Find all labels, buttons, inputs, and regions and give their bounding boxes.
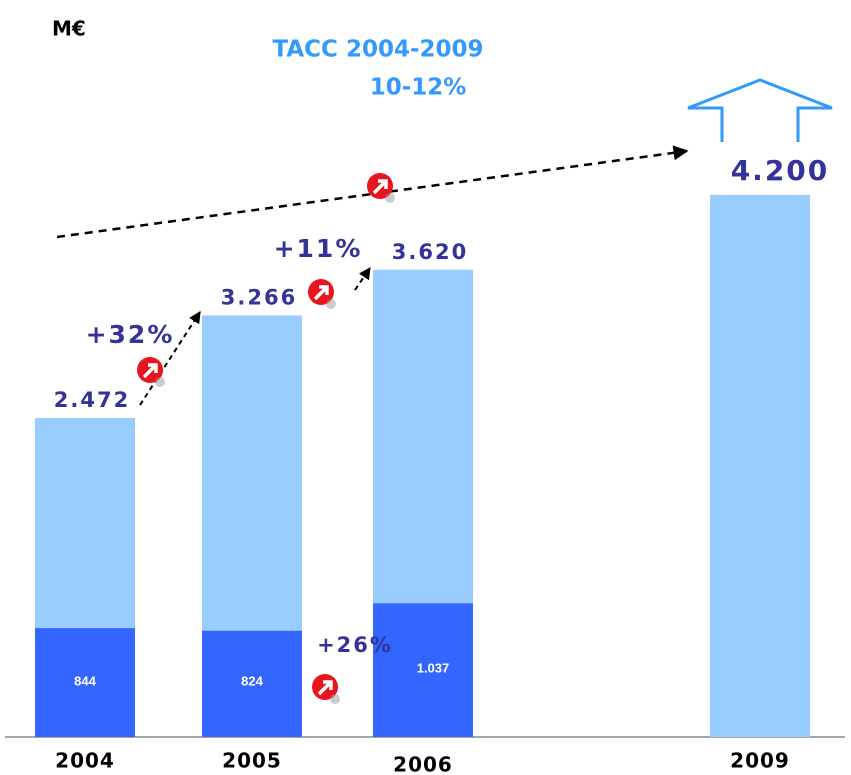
growth-label: +26% [317,633,393,657]
growth-arrow [139,310,201,406]
up-arrow [687,78,833,142]
unit-label: M€ [52,17,86,41]
total-label: 4.200 [731,154,830,187]
total-label: 3.266 [221,285,297,309]
bar-segment [710,194,810,737]
x-tick-label: 2006 [393,753,453,775]
bar-segment [35,417,135,629]
chart-subtitle: 10-12% [370,75,467,101]
x-tick-label: 2005 [222,749,282,773]
bar-segment [202,315,302,631]
trend-arrow [56,145,689,239]
segment-label: 824 [241,673,263,688]
growth-icon [306,277,338,311]
bar-segment [35,628,135,737]
bar-segment [202,630,302,737]
bar-segment [373,269,473,604]
growth-label: +32% [86,320,175,349]
total-label: 3.620 [392,240,468,264]
growth-label: +11% [274,234,363,263]
segment-label: 844 [74,673,96,688]
growth-icon [310,672,342,706]
x-tick-label: 2004 [55,749,115,773]
bar-segment [373,603,473,737]
segment-label: 1.037 [417,661,450,676]
growth-icon [135,355,167,389]
growth-icon [365,171,397,205]
chart-title: TACC 2004-2009 [272,37,483,63]
x-tick-label: 2009 [730,749,790,773]
growth-arrow [354,267,371,291]
total-label: 2.472 [54,388,130,412]
